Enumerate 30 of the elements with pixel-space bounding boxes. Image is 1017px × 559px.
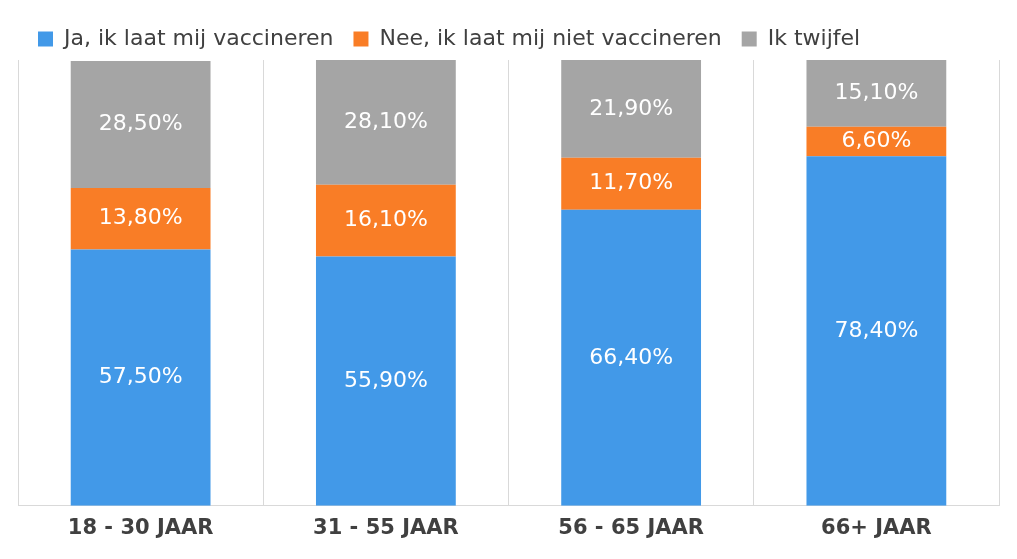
bar	[315, 60, 456, 185]
x-tick-label: 31 - 55 JAAR	[313, 514, 459, 539]
bar	[315, 184, 456, 257]
data-label: 55,90%	[343, 366, 428, 392]
data-label: 15,10%	[834, 78, 919, 104]
legend-label: Ik twijfel	[767, 24, 861, 50]
data-label: 66,40%	[589, 343, 674, 369]
bar	[806, 156, 947, 506]
bar	[70, 60, 211, 188]
data-label: 13,80%	[98, 204, 183, 230]
bar	[70, 249, 211, 506]
bar	[315, 256, 456, 506]
bar	[561, 60, 702, 158]
x-tick-label: 56 - 65 JAAR	[558, 514, 704, 539]
legend-label: Nee, ik laat mij niet vaccineren	[379, 24, 722, 50]
data-label: 16,10%	[343, 206, 428, 232]
data-label: 57,50%	[98, 363, 183, 389]
x-tick-label: 66+ JAAR	[821, 514, 932, 539]
legend-label: Ja, ik laat mij vaccineren	[62, 24, 334, 50]
bar	[70, 187, 211, 250]
x-tick-label: 18 - 30 JAAR	[67, 514, 214, 539]
bar	[806, 60, 947, 127]
data-label: 11,70%	[589, 169, 674, 195]
data-label: 6,60%	[841, 127, 912, 153]
bar	[561, 209, 702, 506]
bar	[561, 157, 702, 210]
data-label: 78,40%	[834, 316, 919, 342]
data-label: 28,10%	[343, 107, 428, 133]
data-label: 28,50%	[98, 110, 183, 136]
data-label: 21,90%	[589, 94, 674, 120]
